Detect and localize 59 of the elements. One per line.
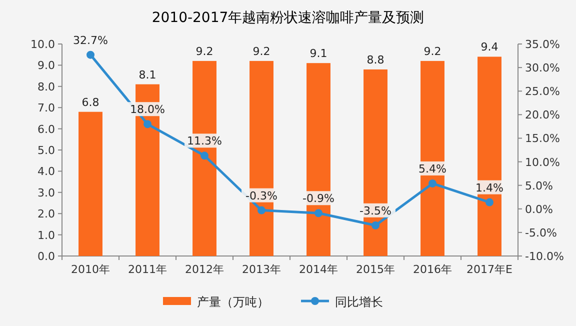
x-tick-label: 2013年 [242,263,281,276]
data-label: 32.7% [73,34,108,47]
y2-tick-label: 20.0% [525,108,560,122]
data-label: 5.4% [418,162,446,176]
x-tick-label: 2016年 [413,263,452,276]
x-tick-label: 2011年 [128,263,167,276]
y-tick-label: 10.0 [30,38,55,51]
data-label: -0.9% [302,192,334,206]
data-label: 11.3% [187,134,222,148]
y-tick-label: 6.0 [38,122,55,136]
y-tick-label: 2.0 [38,208,55,221]
data-label: -3.5% [360,204,392,218]
y2-tick-label: -10.0% [525,250,564,263]
point [428,179,436,188]
data-label: 8.8 [366,53,384,66]
legend-label: 产量（万吨） [197,295,269,309]
y2-tick-label: -5.0% [525,226,557,240]
x-tick-label: 2012年 [185,263,224,276]
point [144,120,152,128]
x-tick-label: 2014年 [299,263,338,276]
bar [78,112,102,256]
y2-tick-label: 30.0% [525,62,560,75]
y-tick-label: 9.0 [38,59,55,72]
y2-tick-label: 10.0% [525,156,560,169]
y-tick-label: 0.0 [38,250,55,263]
point [372,221,380,230]
data-label: 8.1 [138,68,156,82]
y2-tick-label: 35.0% [525,38,560,51]
point [486,198,494,206]
data-label: 9.2 [196,44,214,58]
data-label: 1.4% [476,181,504,194]
data-label: -0.3% [246,189,278,202]
data-label: 9.1 [310,47,328,60]
point [200,152,208,160]
y2-tick-label: 25.0% [525,85,560,98]
x-tick-label: 2010年 [71,263,110,276]
x-tick-label: 2015年 [356,263,395,276]
y-tick-label: 4.0 [38,165,55,178]
data-label: 18.0% [130,103,165,116]
point [258,206,266,214]
data-label: 6.8 [82,96,100,109]
y-tick-label: 5.0 [38,144,55,157]
bar [420,60,444,256]
y-tick-label: 8.0 [38,80,55,94]
y-tick-label: 7.0 [38,102,55,115]
chart-title: 2010-2017年越南粉状速溶咖啡产量及预测 [152,10,424,26]
bar [478,56,502,256]
data-label: 9.4 [480,40,498,54]
legend-label: 同比增长 [335,295,383,309]
y-tick-label: 3.0 [38,186,55,200]
x-tick-label: 2017年E [466,263,513,276]
y2-tick-label: 15.0% [525,132,560,146]
data-label: 9.2 [252,44,270,58]
y2-tick-label: 5.0% [525,179,553,192]
data-label: 9.2 [424,44,442,58]
point [86,50,94,59]
point [314,209,322,218]
y-tick-label: 1.0 [38,228,55,242]
y2-tick-label: 0.0% [525,202,553,216]
